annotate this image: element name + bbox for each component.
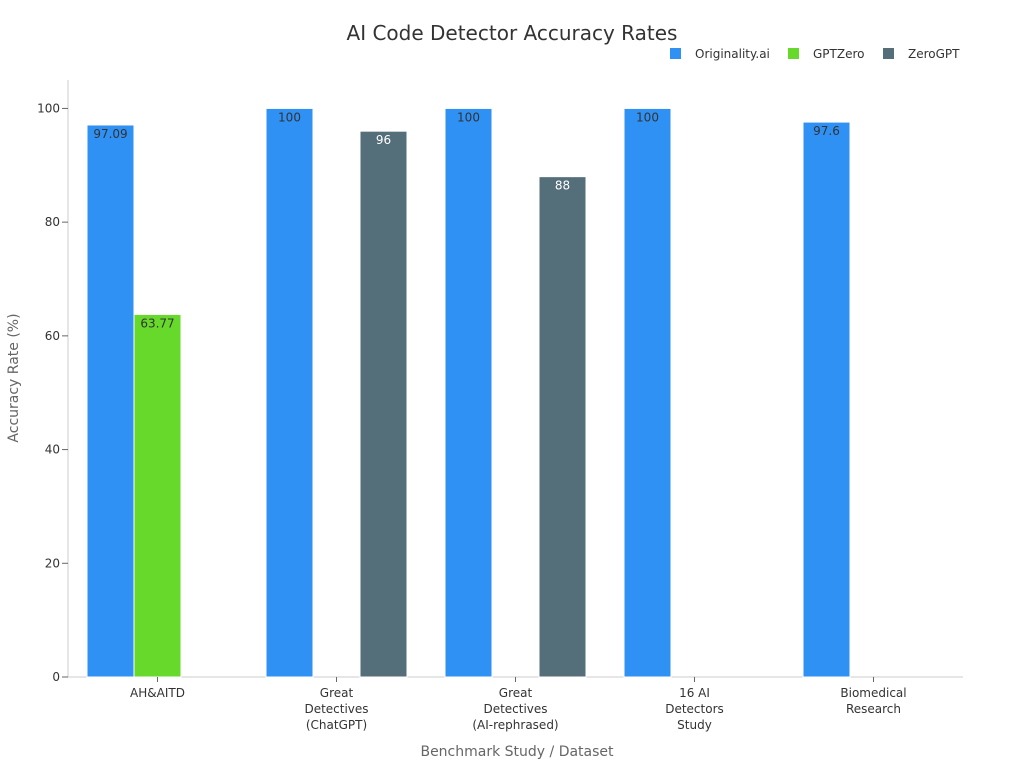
bar — [623, 107, 672, 678]
x-tick-label-line: Biomedical — [840, 686, 906, 700]
axes: 0 20 40 60 80 100 — [37, 80, 963, 684]
y-tick-label: 0 — [52, 670, 60, 684]
x-tick-label-line: Detectors — [665, 702, 724, 716]
y-tick-label: 20 — [45, 556, 60, 570]
x-tick-label-line: (ChatGPT) — [306, 718, 367, 732]
bar-value-label: 100 — [636, 110, 659, 124]
x-tick-label-line: Great — [499, 686, 533, 700]
bar — [359, 130, 408, 678]
legend-swatch — [788, 48, 799, 59]
y-tick-label: 80 — [45, 215, 60, 229]
x-tick-label-line: Research — [846, 702, 901, 716]
y-tick-label: 100 — [37, 101, 60, 115]
legend-swatch — [670, 48, 681, 59]
x-tick-label: Great Detectives (ChatGPT) — [304, 686, 368, 732]
x-tick-label-line: Great — [320, 686, 354, 700]
legend-item: ZeroGPT — [883, 47, 960, 61]
legend-swatch — [883, 48, 894, 59]
legend: Originality.ai GPTZero ZeroGPT — [670, 47, 960, 61]
bar — [86, 124, 135, 678]
bar-value-label: 97.09 — [93, 127, 127, 141]
x-tick-label-line: (AI-rephrased) — [472, 718, 558, 732]
y-tick-label: 60 — [45, 329, 60, 343]
bar-value-label: 100 — [457, 110, 480, 124]
bar-value-label: 97.6 — [813, 124, 840, 138]
x-tick-label-line: Study — [677, 718, 712, 732]
bars-group: 97.09 63.77 100 96 100 88 100 97.6 — [86, 107, 851, 678]
chart-title: AI Code Detector Accuracy Rates — [347, 21, 678, 45]
x-tick-label-line: AH&AITD — [130, 686, 185, 700]
legend-label: GPTZero — [813, 47, 864, 61]
x-tick-label: 16 AI Detectors Study — [665, 686, 724, 732]
x-axis-label: Benchmark Study / Dataset — [420, 744, 614, 760]
bar-value-label: 63.77 — [140, 316, 174, 330]
bar — [802, 121, 851, 678]
bar-value-label: 96 — [376, 133, 391, 147]
bar — [444, 107, 493, 678]
legend-item: GPTZero — [788, 47, 864, 61]
x-tick-label: Biomedical Research — [840, 686, 906, 716]
bar-value-label: 100 — [278, 110, 301, 124]
x-tick-label-line: Detectives — [483, 702, 547, 716]
x-tick-label: Great Detectives (AI-rephrased) — [472, 686, 558, 732]
legend-item: Originality.ai — [670, 47, 770, 61]
x-tick-label-line: Detectives — [304, 702, 368, 716]
legend-label: ZeroGPT — [908, 47, 960, 61]
x-tick-label: AH&AITD — [130, 686, 185, 700]
x-tick-labels: AH&AITD Great Detectives (ChatGPT) Great Dete… — [130, 677, 907, 732]
legend-label: Originality.ai — [695, 47, 770, 61]
bar — [538, 176, 587, 678]
y-tick-label: 40 — [45, 443, 60, 457]
x-tick-label-line: 16 AI — [679, 686, 710, 700]
y-axis-label: Accuracy Rate (%) — [6, 313, 22, 442]
bar-value-label: 88 — [555, 179, 570, 193]
bar — [265, 107, 314, 678]
bar — [133, 313, 182, 678]
